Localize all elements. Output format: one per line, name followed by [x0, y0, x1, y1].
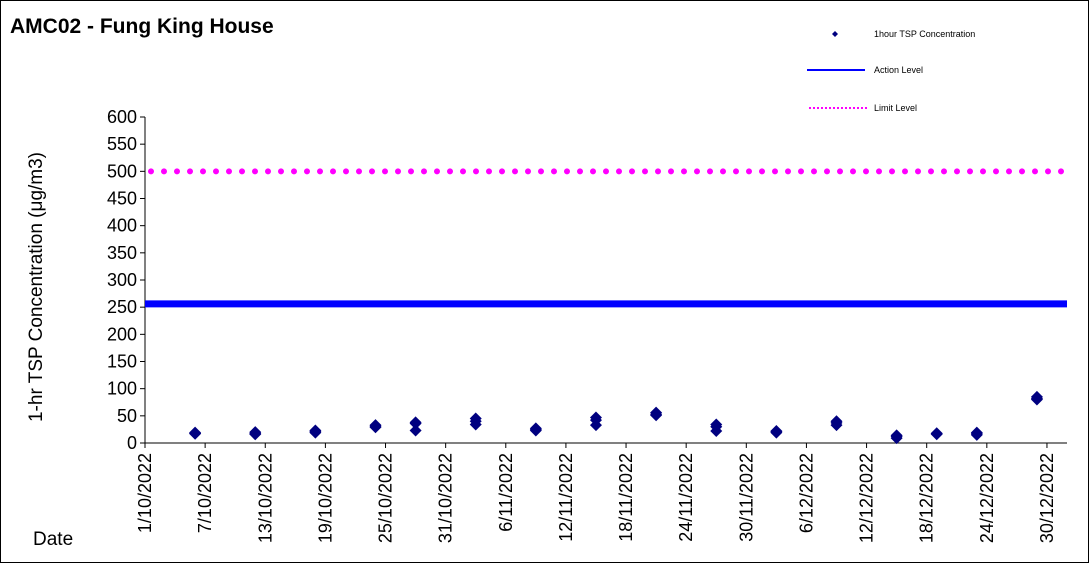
y-tick-label: 400: [107, 216, 137, 236]
y-tick-label: 50: [117, 406, 137, 426]
data-point: [710, 420, 723, 433]
x-tick-label: 24/12/2022: [977, 453, 997, 543]
x-tick-label: 19/10/2022: [315, 453, 335, 543]
legend-label: 1hour TSP Concentration: [874, 29, 975, 39]
x-tick-label: 13/10/2022: [255, 453, 275, 543]
data-point: [309, 425, 322, 438]
chart-title: AMC02 - Fung King House: [10, 15, 274, 38]
data-point: [890, 430, 903, 443]
legend-marker-tsp: [832, 31, 838, 37]
x-tick-label: 6/11/2022: [496, 453, 516, 532]
data-point: [469, 415, 482, 428]
data-point: [650, 408, 663, 421]
data-point: [589, 414, 602, 427]
y-tick-label: 0: [127, 433, 137, 453]
legend-label: Limit Level: [874, 103, 917, 113]
x-tick-label: 7/10/2022: [195, 453, 215, 533]
data-point: [249, 427, 262, 440]
x-tick-label: 12/12/2022: [857, 453, 877, 543]
data-point: [830, 416, 843, 429]
legend-label: Action Level: [874, 65, 923, 75]
x-tick-label: 24/11/2022: [676, 453, 696, 542]
data-point: [1030, 392, 1043, 405]
x-tick-label: 18/11/2022: [616, 453, 636, 542]
y-tick-label: 100: [107, 379, 137, 399]
data-point: [409, 417, 422, 430]
y-tick-label: 300: [107, 270, 137, 290]
x-tick-label: 31/10/2022: [436, 453, 456, 543]
data-point: [409, 424, 422, 437]
y-tick-label: 150: [107, 352, 137, 372]
x-tick-label: 12/11/2022: [556, 453, 576, 542]
x-tick-label: 1/10/2022: [135, 453, 155, 533]
y-tick-label: 500: [107, 161, 137, 181]
data-point: [189, 427, 202, 440]
y-tick-label: 600: [107, 107, 137, 127]
y-tick-label: 200: [107, 324, 137, 344]
y-tick-label: 250: [107, 297, 137, 317]
x-tick-label: 18/12/2022: [917, 453, 937, 543]
data-point: [369, 420, 382, 433]
y-tick-label: 450: [107, 189, 137, 209]
x-tick-label: 30/12/2022: [1037, 453, 1057, 543]
x-axis-label: Date: [33, 529, 74, 550]
data-point: [930, 427, 943, 440]
y-tick-label: 550: [107, 134, 137, 154]
y-tick-label: 350: [107, 243, 137, 263]
x-tick-label: 25/10/2022: [376, 453, 396, 543]
data-point: [529, 423, 542, 436]
data-point: [770, 425, 783, 438]
data-point: [970, 427, 983, 440]
x-tick-label: 30/11/2022: [736, 453, 756, 542]
x-tick-label: 6/12/2022: [796, 453, 816, 533]
